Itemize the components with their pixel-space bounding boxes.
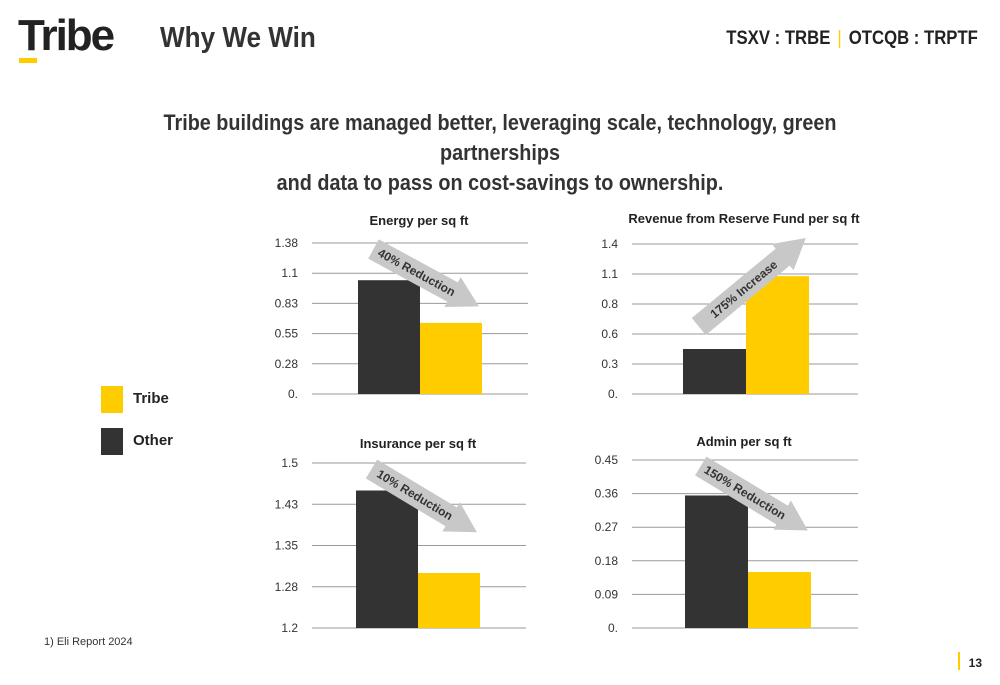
chart-title: Revenue from Reserve Fund per sq ft (628, 211, 860, 226)
y-tick-label: 0. (608, 387, 618, 401)
legend-swatch-tribe (101, 386, 123, 413)
y-tick-label: 0.83 (275, 296, 299, 310)
bar-other (358, 280, 420, 394)
y-tick-label: 0.8 (601, 297, 618, 311)
y-tick-label: 0.18 (595, 554, 619, 568)
logo-accent-bar (19, 58, 37, 63)
page-title: Why We Win (160, 22, 316, 54)
legend-swatch-other (101, 428, 123, 455)
logo-text: Tribe (18, 11, 115, 60)
y-tick-label: 1.2 (281, 621, 298, 635)
chart-title: Insurance per sq ft (360, 436, 477, 451)
arrow-shape (368, 239, 479, 307)
bar-tribe (420, 322, 482, 394)
arrow-shape (695, 456, 808, 531)
chart-energy: Energy per sq ft1.381.10.830.550.280.40%… (275, 213, 528, 401)
y-tick-label: 1.35 (275, 539, 299, 553)
y-tick-label: 1.4 (601, 237, 618, 251)
legend-label-tribe: Tribe (133, 390, 169, 407)
chart-title: Admin per sq ft (696, 434, 792, 449)
bar-other (683, 349, 746, 394)
chart-reserve-fund: Revenue from Reserve Fund per sq ft 1.4 1.… (601, 211, 860, 401)
y-tick-label: 1.1 (281, 266, 298, 280)
subtitle-line-2: and data to pass on cost-savings to owne… (276, 170, 724, 195)
y-tick-label: 1.28 (275, 580, 299, 594)
bar-other (356, 490, 418, 628)
chart-admin: Admin per sq ft0.450.360.270.180.090.150… (595, 434, 858, 635)
y-tick-label: 0.27 (595, 520, 619, 534)
y-tick-label: 0.36 (595, 487, 619, 501)
y-tick-label: 0.3 (601, 357, 618, 371)
subtitle: Tribe buildings are managed better, leve… (104, 108, 896, 198)
ticker-otcqb: OTCQB : TRPTF (848, 28, 978, 49)
y-tick-label: 1.43 (275, 497, 299, 511)
ticker-tsxv: TSXV : TRBE (726, 28, 831, 49)
arrow-shape (365, 459, 477, 533)
y-tick-label: 0. (288, 387, 298, 401)
bar-other (685, 495, 748, 628)
subtitle-line-1: Tribe buildings are managed better, leve… (163, 110, 837, 165)
y-tick-label: 1.5 (281, 456, 298, 470)
tribe-logo: Tribe (18, 11, 115, 63)
y-tick-label: 0.09 (595, 587, 619, 601)
page-number-accent (958, 652, 960, 670)
y-tick-label: 1.1 (601, 267, 618, 281)
bar-tribe (418, 573, 480, 628)
y-tick-label: 0.6 (601, 327, 618, 341)
ticker-symbols: TSXV : TRBE | OTCQB : TRPTF (726, 28, 978, 50)
ticker-separator: | (837, 28, 842, 49)
bar-tribe (746, 276, 809, 394)
y-tick-label: 0.45 (595, 453, 619, 467)
bar-tribe (748, 572, 811, 628)
arrow-shape (691, 238, 806, 335)
y-tick-label: 0. (608, 621, 618, 635)
page-number: 13 (968, 656, 982, 670)
legend-label-other: Other (133, 432, 174, 449)
y-tick-label: 0.28 (275, 357, 299, 371)
chart-title: Energy per sq ft (370, 213, 470, 228)
y-tick-label: 0.55 (275, 327, 299, 341)
footnote: 1) Eli Report 2024 (44, 636, 133, 648)
chart-insurance: Insurance per sq ft1.51.431.351.281.210%… (275, 436, 526, 635)
y-tick-label: 1.38 (275, 236, 299, 250)
